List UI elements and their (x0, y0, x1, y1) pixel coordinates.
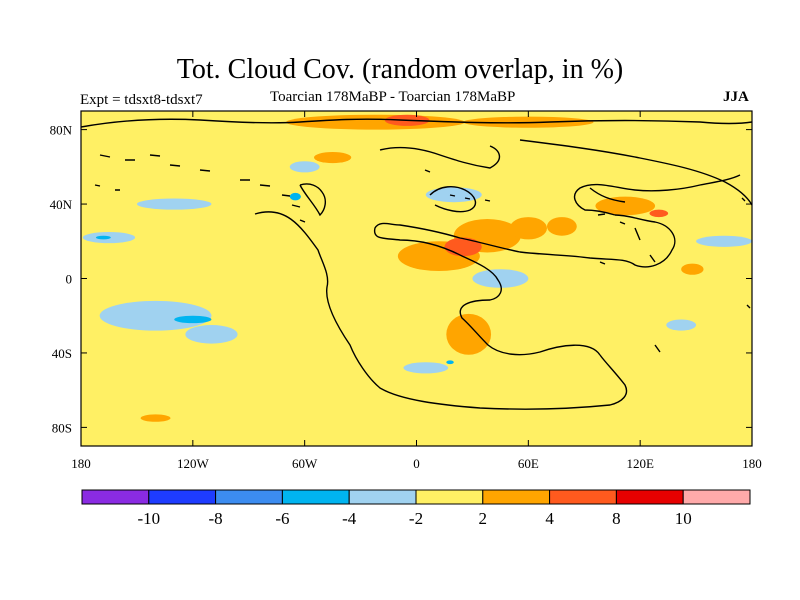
period-label: Toarcian 178MaBP - Toarcian 178MaBP (270, 89, 516, 105)
x-tick-label-3: 0 (413, 456, 420, 471)
shaded-region-7 (595, 196, 656, 216)
colorbar-label-1: -8 (209, 509, 223, 528)
colorbar-swatch-6 (482, 489, 551, 505)
x-tick-label-1: 120W (177, 456, 210, 471)
shaded-region-17 (185, 325, 238, 344)
shaded-region-21 (696, 235, 752, 247)
map-plot-area (81, 111, 752, 446)
shaded-region-24 (95, 235, 111, 240)
experiment-label: Expt = tdsxt8-tdsxt7 (80, 92, 203, 108)
y-tick-label-3: 40S (52, 346, 72, 361)
map-axes: 180 120W 60W 0 60E 120E 180 80N 40N 0 40S 80S (50, 111, 762, 471)
coastline-arctic (81, 118, 752, 169)
shaded-region-14 (136, 198, 212, 210)
season-label: JJA (723, 89, 749, 105)
colorbar-swatch-8 (615, 489, 684, 505)
y-tick-label-4: 80S (52, 420, 72, 435)
shaded-region-22 (666, 319, 697, 331)
colorbar-swatch-1 (148, 489, 217, 505)
shaded-region-10 (681, 263, 704, 275)
shaded-region-4 (446, 313, 492, 355)
shaded-region-16 (99, 300, 212, 331)
coastline-asia (519, 139, 752, 206)
y-tick-label-2: 0 (66, 272, 73, 287)
x-tick-label-0: 180 (71, 456, 91, 471)
shaded-region-25 (174, 315, 212, 324)
y-tick-label-0: 80N (50, 123, 73, 138)
colorbar-swatch-2 (215, 489, 283, 505)
colorbar-swatch-4 (348, 489, 417, 505)
shaded-regions (82, 114, 752, 422)
colorbar-label-5: 2 (479, 509, 488, 528)
shaded-region-3 (546, 217, 577, 236)
colorbar-swatch-7 (549, 489, 617, 505)
colorbar-label-4: -2 (409, 509, 423, 528)
shaded-region-18 (472, 269, 529, 288)
colorbar-label-2: -6 (275, 509, 289, 528)
coastline-laurasia-east (573, 174, 741, 216)
shaded-region-13 (649, 209, 669, 218)
x-tick-label-5: 120E (626, 456, 654, 471)
map-background (81, 111, 752, 446)
colorbar-swatch-3 (281, 489, 350, 505)
coastline-tethys (373, 214, 676, 268)
shaded-region-2 (509, 217, 547, 240)
coastlines (81, 118, 752, 410)
shaded-region-19 (425, 187, 482, 203)
coastline-laurasia-west (254, 211, 628, 410)
colorbar: -10 -8 -6 -4 -2 2 4 8 10 (81, 489, 751, 528)
colorbar-swatch-9 (682, 489, 751, 505)
shaded-region-20 (403, 362, 449, 374)
x-tick-label-2: 60W (292, 456, 318, 471)
x-tick-label-6: 180 (742, 456, 762, 471)
shaded-region-26 (289, 192, 301, 201)
chart-title: Tot. Cloud Cov. (random overlap, in %) (176, 54, 624, 85)
colorbar-label-8: 10 (675, 509, 692, 528)
colorbar-label-6: 4 (545, 509, 554, 528)
shaded-region-12 (444, 237, 482, 257)
colorbar-label-0: -10 (137, 509, 160, 528)
y-tick-label-1: 40N (50, 197, 73, 212)
shaded-region-9 (140, 414, 171, 422)
coastline-islands (94, 154, 751, 353)
shaded-region-5 (286, 114, 465, 130)
x-tick-label-4: 60E (518, 456, 539, 471)
colorbar-label-3: -4 (342, 509, 357, 528)
coastline-north-america (299, 183, 477, 217)
coastline-gondwana (459, 254, 601, 356)
colorbar-label-7: 8 (612, 509, 621, 528)
shaded-region-27 (446, 360, 454, 365)
colorbar-swatch-5 (415, 489, 484, 505)
colorbar-swatch-0 (81, 489, 150, 505)
shaded-region-8 (313, 151, 352, 164)
shaded-region-23 (289, 161, 320, 173)
